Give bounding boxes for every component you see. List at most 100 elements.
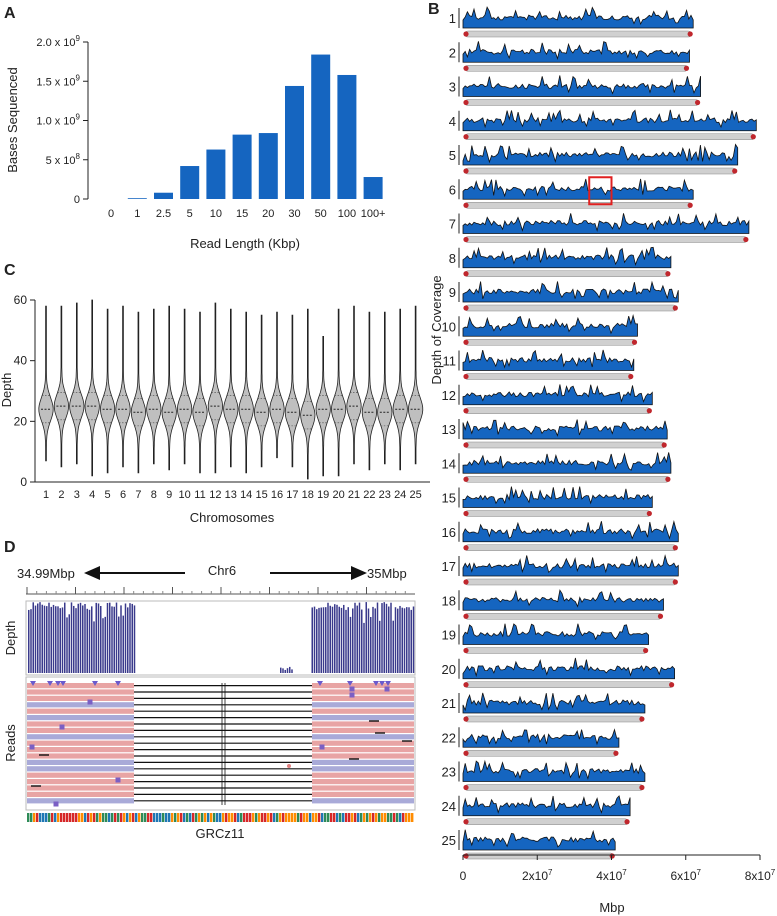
d-insertion-marker xyxy=(347,681,353,686)
c-violin xyxy=(69,302,85,465)
d-reference-base xyxy=(39,813,42,822)
b-x-ticks: 0 2x107 4x107 6x107 8x107 xyxy=(460,855,776,883)
a-bar xyxy=(180,166,200,199)
b-chromosome-end-right xyxy=(646,408,652,414)
d-depth-bar xyxy=(376,602,379,673)
d-reference-base xyxy=(327,813,330,822)
b-chromosome-end-right xyxy=(687,202,693,208)
d-end-label: 35Mbp xyxy=(367,566,407,581)
d-reference-base xyxy=(114,813,117,822)
d-reference-base xyxy=(105,813,108,822)
d-mismatch-marker xyxy=(349,686,355,692)
d-reference-base xyxy=(363,813,366,822)
d-reference-base xyxy=(282,813,285,822)
d-reference-base xyxy=(129,813,132,822)
b-chromosome-end-left xyxy=(463,682,469,688)
b-highlight-box xyxy=(588,176,613,206)
d-depth-bar xyxy=(370,616,372,673)
d-read-segment-right xyxy=(312,759,414,765)
d-depth-bar xyxy=(327,602,329,673)
d-reference-base xyxy=(84,813,87,822)
b-chromosome-end-right xyxy=(639,716,645,722)
d-read-segment-left xyxy=(27,708,134,714)
d-reference-base xyxy=(90,813,93,822)
panel-label-d: D xyxy=(4,539,16,556)
d-mismatch-marker xyxy=(349,692,355,698)
b-chromosome-end-left xyxy=(463,31,469,37)
d-reference-base xyxy=(132,813,135,822)
c-x-tick-label: 1 xyxy=(43,489,49,501)
d-depth-bar xyxy=(118,616,120,673)
d-depth-bar xyxy=(127,607,129,673)
d-mismatch-marker xyxy=(287,764,291,768)
c-x-tick-label: 5 xyxy=(105,489,111,501)
d-reads-label: Reads xyxy=(3,724,18,762)
d-depth-bar xyxy=(412,606,415,673)
d-reference-base xyxy=(228,813,231,822)
d-reference-base xyxy=(162,813,165,822)
d-reference-base xyxy=(279,813,282,822)
b-coverage-area xyxy=(462,623,649,645)
d-depth-bar xyxy=(34,605,37,673)
b-chromosome-end-left xyxy=(463,579,469,585)
panel-b-coverage-chart: 1234567891011121314151617181920212223242… xyxy=(429,6,776,915)
d-reference-base xyxy=(348,813,351,822)
b-chromosome-label: 13 xyxy=(442,422,456,437)
b-chromosome-label: 11 xyxy=(443,354,457,369)
b-coverage-area xyxy=(462,384,653,406)
d-depth-bar xyxy=(55,606,57,673)
d-depth-bar xyxy=(61,607,64,673)
d-reference-base xyxy=(51,813,54,822)
d-depth-bar xyxy=(82,605,84,673)
d-read-segment-left xyxy=(27,702,134,708)
d-reference-base xyxy=(333,813,336,822)
c-x-tick-label: 20 xyxy=(332,489,344,501)
d-reference-base xyxy=(237,813,240,822)
d-reference-base xyxy=(150,813,153,822)
d-depth-bar xyxy=(354,602,356,673)
d-reference-base xyxy=(357,813,360,822)
panel-d-coverage-track: 34.99Mbp 35Mbp Chr6 Depth Reads GRCz11 xyxy=(3,563,416,841)
d-reference-base xyxy=(375,813,378,822)
c-x-axis-title: Chromosomes xyxy=(190,510,275,525)
d-depth-bar xyxy=(401,607,403,673)
b-coverage-area xyxy=(462,759,646,782)
d-read-segment-right xyxy=(312,798,414,804)
d-reference-base xyxy=(330,813,333,822)
d-read-segment-right xyxy=(312,689,414,695)
d-depth-bar xyxy=(325,607,327,673)
d-depth-bar xyxy=(320,607,322,673)
d-depth-bar xyxy=(406,607,408,673)
b-chromosome-end-left xyxy=(463,99,469,106)
d-reference-base xyxy=(390,813,393,822)
b-chromosome-bar xyxy=(464,612,662,620)
c-x-tick-label: 6 xyxy=(120,489,126,501)
a-x-tick-label: 0 xyxy=(108,208,114,220)
d-mismatch-marker xyxy=(319,744,325,750)
b-chromosome-bar xyxy=(464,338,636,346)
d-reference-base xyxy=(210,813,213,822)
b-coverage-area xyxy=(462,728,620,748)
b-coverage-area xyxy=(462,520,679,543)
a-y-ticks: 0 5 x 108 1.0 x 109 1.5 x 109 2.0 x 109 xyxy=(36,34,88,206)
d-depth-bar xyxy=(48,602,50,673)
d-chromosome-label: Chr6 xyxy=(208,563,236,578)
d-reference-base xyxy=(126,813,129,822)
d-depth-bar xyxy=(336,604,338,673)
d-reference-base xyxy=(42,813,45,822)
d-reference-base xyxy=(30,813,33,822)
d-depth-bar xyxy=(356,605,358,673)
d-depth-bar xyxy=(408,607,410,673)
d-depth-bar xyxy=(77,603,79,673)
d-depth-bar xyxy=(392,620,394,673)
b-chromosome-end-left xyxy=(463,647,469,654)
d-depth-bar xyxy=(95,602,97,673)
c-violin xyxy=(161,305,177,471)
d-depth-bar xyxy=(352,608,354,673)
d-reference-base xyxy=(69,813,72,822)
c-violin xyxy=(38,305,54,462)
d-reference-base xyxy=(300,813,303,822)
d-depth-bar xyxy=(64,602,66,673)
d-reference-base xyxy=(243,813,246,822)
d-read-segment-right xyxy=(312,734,414,740)
